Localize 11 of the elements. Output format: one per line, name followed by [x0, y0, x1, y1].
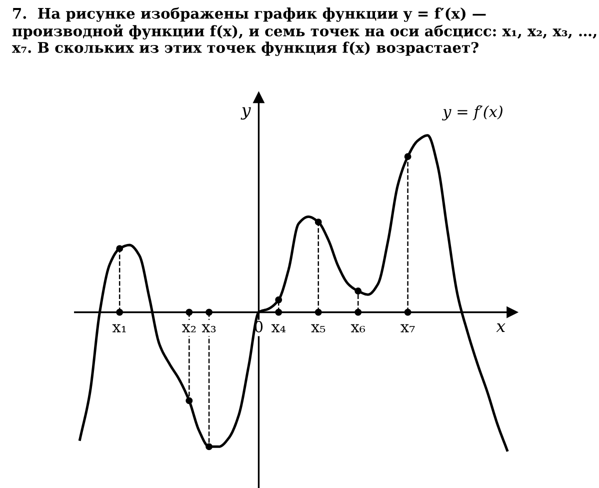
x-tick-label: x₂ [182, 324, 196, 332]
x-tick-label: x₁ [112, 324, 126, 332]
x-tick-label: x₄ [271, 324, 286, 332]
x-tick-label: x₆ [350, 324, 366, 332]
chart-title: 7. На рисунке изображены график функции y = f′(x) — производной функции f(x), и семь точек на оси абсцисс: x₁, x₂, x₃, …, x₇. В скольких из этих точек функция f(x) возрастает? [12, 7, 596, 56]
x-tick-label: x₅ [311, 324, 326, 332]
x-tick-label: x₃ [202, 324, 216, 332]
x-axis-title: x [496, 323, 506, 332]
y-axis-title: y [240, 107, 251, 120]
series-label: y = f′(x) [442, 105, 502, 120]
x-tick-label: x₇ [400, 324, 415, 332]
